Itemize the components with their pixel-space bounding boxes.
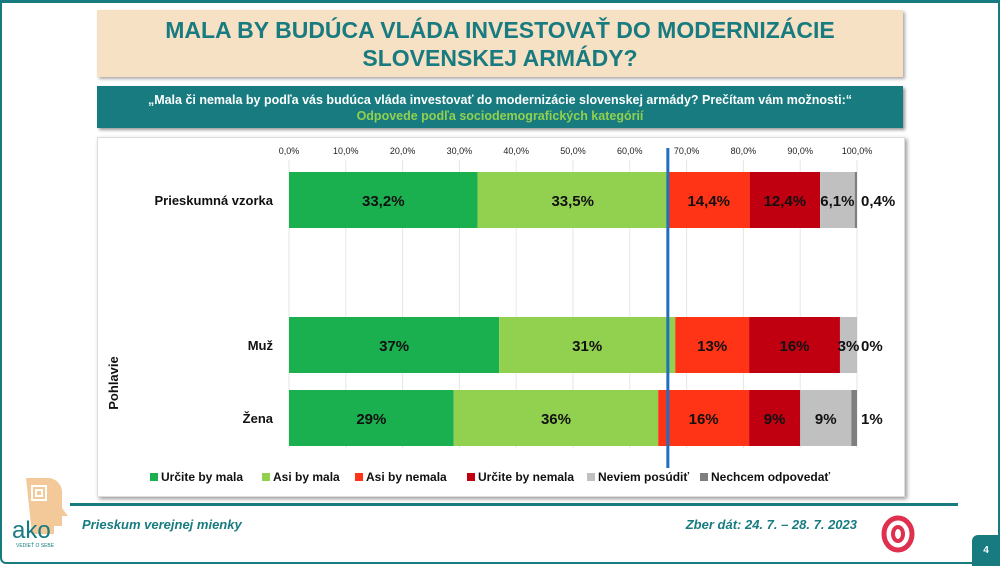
page-title: MALA BY BUDÚCA VLÁDA INVESTOVAŤ DO MODER… [165, 16, 835, 71]
ako-logo: ako VEDIEŤ O SEBE [12, 478, 68, 549]
bar-segment [658, 390, 750, 446]
bar-segment [854, 172, 857, 228]
legend-item: Určite by mala [161, 470, 243, 484]
x-tick-label: 10,0% [333, 146, 359, 156]
data-label: 37% [379, 338, 409, 355]
x-tick-label: 80,0% [731, 146, 757, 156]
top-border-line [0, 0, 1000, 3]
data-label: 36% [541, 411, 571, 428]
legend-item: Nechcem odpovedať [711, 470, 830, 484]
category-label: Muž [248, 338, 274, 353]
bar-segment [675, 317, 750, 373]
partner-logo-spiral-icon [881, 515, 915, 553]
x-tick-label: 20,0% [390, 146, 416, 156]
footer-left-text: Prieskum verejnej mienky [82, 517, 242, 532]
legend-swatch [150, 473, 158, 481]
svg-text:VEDIEŤ O SEBE: VEDIEŤ O SEBE [16, 541, 55, 549]
x-tick-label: 70,0% [674, 146, 700, 156]
bar-segment [477, 172, 668, 228]
bar-segment [453, 390, 659, 446]
x-tick-label: 100,0% [842, 146, 873, 156]
data-label: 1% [861, 411, 883, 428]
bar-segment [800, 390, 852, 446]
x-tick-label: 90,0% [787, 146, 813, 156]
legend-item: Neviem posúdiť [598, 470, 689, 484]
bar-segment [749, 317, 840, 373]
legend-swatch [587, 473, 595, 481]
data-label: 16% [689, 411, 719, 428]
legend-item: Určite by nemala [478, 470, 574, 484]
bar-segment [499, 317, 676, 373]
bar-segment [289, 390, 454, 446]
data-label: 0,4% [861, 193, 895, 210]
svg-text:ako: ako [12, 517, 51, 544]
bar-segment [749, 172, 821, 228]
data-label: 12,4% [764, 193, 807, 210]
data-label: 9% [764, 411, 786, 428]
footer-date: Zber dát: 24. 7. – 28. 7. 2023 [685, 517, 857, 532]
data-label: 3% [838, 338, 860, 355]
subtitle: Odpovede podľa sociodemografických kateg… [356, 109, 644, 123]
x-tick-label: 50,0% [560, 146, 586, 156]
bar-segment [289, 317, 500, 373]
legend-swatch [355, 473, 363, 481]
data-label: 29% [356, 411, 386, 428]
legend-item: Asi by nemala [366, 470, 447, 484]
category-label: Žena [243, 411, 274, 426]
footer-line [70, 503, 958, 506]
question-text: „Mala či nemala by podľa vás budúca vlád… [147, 93, 853, 107]
chart-area: 0,0% 10,0% 20,0% 30,0% 40,0% 50,0% 60,0% 70,0% 8… [97, 137, 905, 497]
legend-swatch [262, 473, 270, 481]
data-label: 31% [572, 338, 602, 355]
data-label: 6,1% [820, 193, 854, 210]
stacked-bar-chart: 0,0% 10,0% 20,0% 30,0% 40,0% 50,0% 60,0% 70,0% 8… [106, 146, 895, 484]
data-label: 16% [780, 338, 810, 355]
category-label: Prieskumná vzorka [154, 193, 273, 208]
data-label: 33,5% [551, 193, 594, 210]
bar-segment [851, 390, 857, 446]
page-number: 4 [972, 535, 1000, 566]
group-label-pohlavie: Pohlavie [106, 356, 121, 409]
x-tick-label: 40,0% [503, 146, 529, 156]
bar-segment [289, 172, 478, 228]
question-box: „Mala či nemala by podľa vás budúca vlád… [97, 86, 903, 128]
bar-segment [820, 172, 855, 228]
legend-swatch [467, 473, 475, 481]
data-label: 9% [815, 411, 837, 428]
x-tick-label: 0,0% [279, 146, 300, 156]
title-box: MALA BY BUDÚCA VLÁDA INVESTOVAŤ DO MODER… [97, 10, 903, 77]
x-tick-label: 30,0% [447, 146, 473, 156]
bar-segment [749, 390, 801, 446]
data-label: 13% [697, 338, 727, 355]
bar-segment [839, 317, 857, 373]
data-label: 14,4% [687, 193, 730, 210]
legend-swatch [700, 473, 708, 481]
bar-segment [667, 172, 750, 228]
data-label: 33,2% [362, 193, 405, 210]
x-tick-label: 60,0% [617, 146, 643, 156]
legend-item: Asi by mala [273, 470, 340, 484]
data-label: 0% [861, 338, 883, 355]
